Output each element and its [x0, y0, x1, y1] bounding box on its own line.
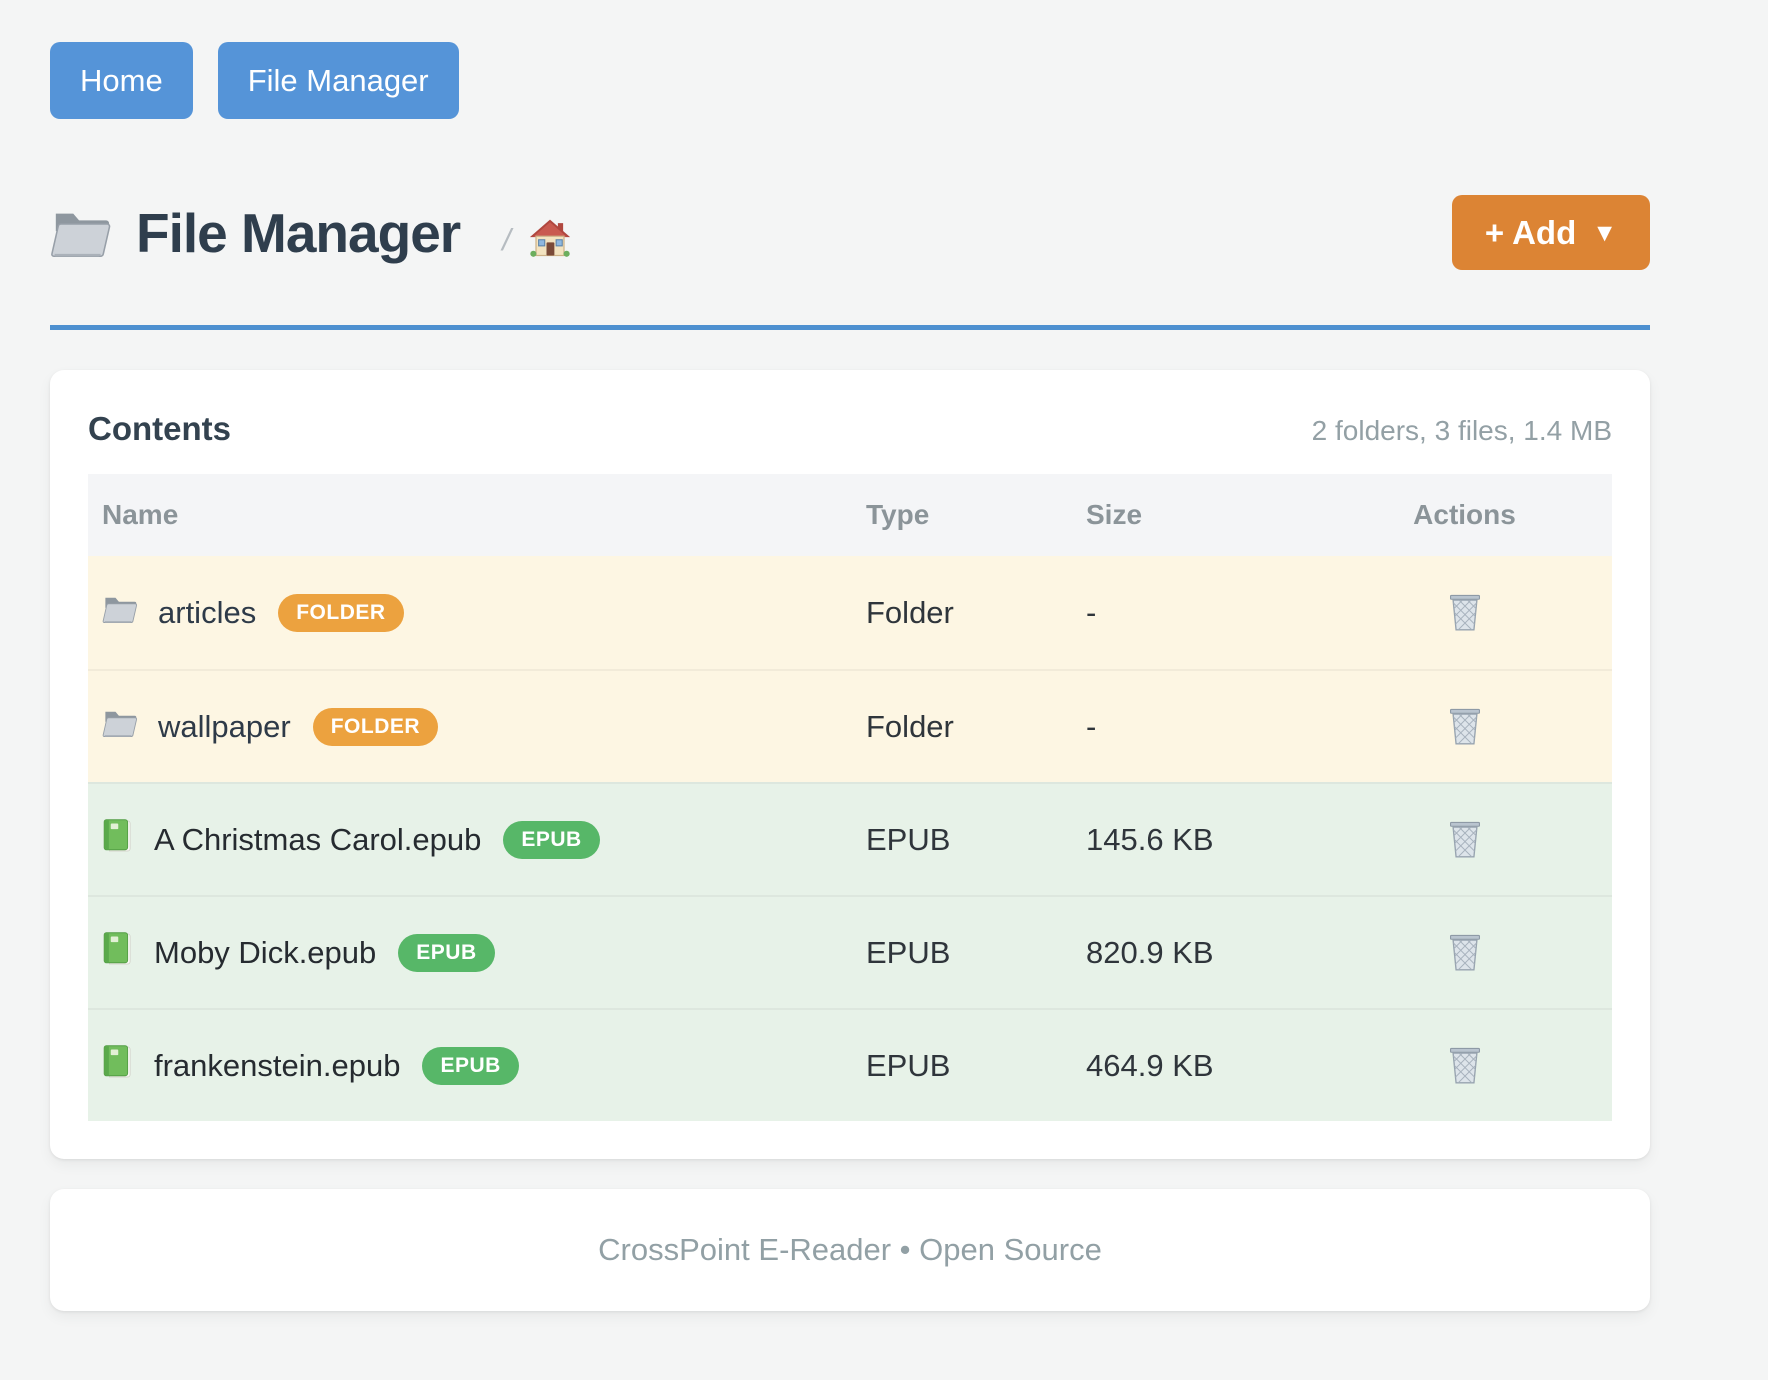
epub-badge: EPUB — [398, 933, 495, 972]
file-type: EPUB — [866, 934, 951, 970]
trash-icon — [1448, 819, 1482, 859]
file-manager-page: Home File Manager File Manager / + Add ▼… — [50, 42, 1650, 1311]
table-row[interactable]: articles FOLDER Folder - — [88, 556, 1612, 669]
page-title: File Manager — [136, 201, 461, 264]
green-book-icon — [102, 818, 154, 862]
green-book-icon — [102, 1044, 154, 1088]
file-size: 820.9 KB — [1086, 934, 1214, 970]
contents-summary: 2 folders, 3 files, 1.4 MB — [1311, 415, 1612, 446]
file-type: Folder — [866, 594, 954, 630]
open-folder-icon — [102, 593, 158, 633]
column-header-name: Name — [102, 499, 179, 530]
file-name: wallpaper — [158, 708, 291, 744]
epub-badge: EPUB — [422, 1046, 519, 1085]
table-header-row: Name Type Size Actions — [88, 474, 1612, 556]
folder-badge: FOLDER — [312, 707, 439, 746]
file-name: Moby Dick.epub — [154, 934, 377, 970]
trash-icon — [1448, 1045, 1482, 1085]
trash-icon — [1448, 706, 1482, 746]
delete-button[interactable] — [1444, 702, 1486, 750]
column-header-size: Size — [1086, 499, 1143, 530]
trash-icon — [1448, 592, 1482, 632]
delete-button[interactable] — [1444, 1041, 1486, 1089]
home-button[interactable]: Home — [50, 42, 193, 119]
column-header-actions: Actions — [1413, 499, 1516, 530]
breadcrumb-separator: / — [502, 221, 511, 257]
open-folder-icon — [102, 707, 158, 747]
file-size: - — [1086, 708, 1097, 744]
file-type: EPUB — [866, 1047, 951, 1083]
title-underline — [50, 325, 1650, 330]
contents-heading: Contents — [88, 410, 231, 447]
delete-button[interactable] — [1444, 928, 1486, 976]
file-type: Folder — [866, 708, 954, 744]
delete-button[interactable] — [1444, 588, 1486, 636]
footer-text: CrossPoint E-Reader • Open Source — [598, 1232, 1102, 1267]
files-table: Name Type Size Actions articles FOLDER F… — [88, 474, 1612, 1121]
page-header: File Manager / + Add ▼ — [50, 195, 1650, 270]
file-name: articles — [158, 594, 257, 630]
file-name: frankenstein.epub — [154, 1047, 401, 1083]
epub-badge: EPUB — [503, 820, 600, 859]
top-nav: Home File Manager — [50, 42, 1650, 119]
column-header-type: Type — [866, 499, 930, 530]
trash-icon — [1448, 932, 1482, 972]
table-row[interactable]: A Christmas Carol.epub EPUB EPUB 145.6 K… — [88, 782, 1612, 895]
table-row[interactable]: frankenstein.epub EPUB EPUB 464.9 KB — [88, 1008, 1612, 1121]
file-size: 464.9 KB — [1086, 1047, 1214, 1083]
breadcrumb-home-link[interactable] — [529, 218, 571, 258]
file-manager-button[interactable]: File Manager — [217, 42, 459, 119]
delete-button[interactable] — [1444, 815, 1486, 863]
add-button[interactable]: + Add ▼ — [1451, 195, 1650, 270]
open-folder-icon — [50, 205, 112, 261]
contents-card-header: Contents 2 folders, 3 files, 1.4 MB — [88, 410, 1612, 474]
table-row[interactable]: Moby Dick.epub EPUB EPUB 820.9 KB — [88, 895, 1612, 1008]
chevron-down-icon: ▼ — [1592, 219, 1617, 247]
add-button-label: + Add — [1484, 214, 1577, 251]
green-book-icon — [102, 931, 154, 975]
footer-card: CrossPoint E-Reader • Open Source — [50, 1189, 1650, 1311]
file-type: EPUB — [866, 821, 951, 857]
file-size: - — [1086, 594, 1097, 630]
contents-card: Contents 2 folders, 3 files, 1.4 MB Name… — [50, 370, 1650, 1159]
file-size: 145.6 KB — [1086, 821, 1214, 857]
file-name: A Christmas Carol.epub — [154, 821, 482, 857]
table-row[interactable]: wallpaper FOLDER Folder - — [88, 669, 1612, 782]
house-icon — [529, 218, 571, 258]
folder-badge: FOLDER — [278, 593, 404, 632]
